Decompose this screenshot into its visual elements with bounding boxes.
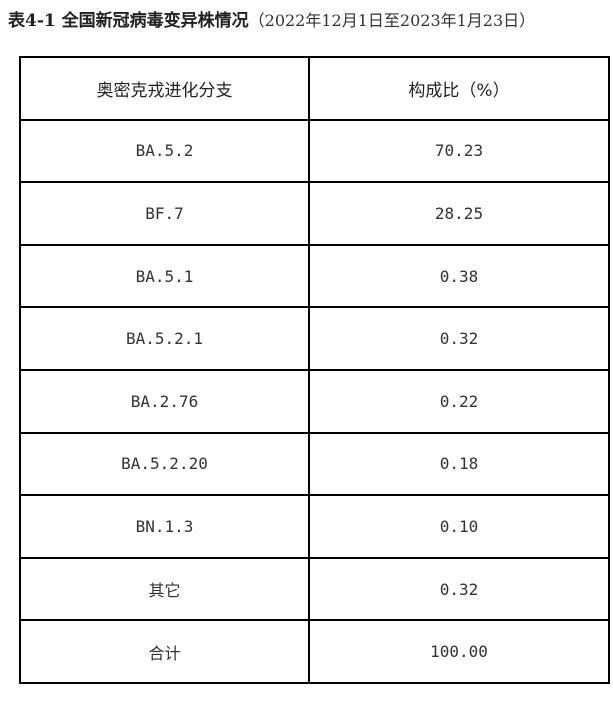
branch-cell: BA.5.2.20	[19, 431, 310, 497]
proportion-cell: 70.23	[308, 118, 610, 184]
branch-cell: BN.1.3	[19, 494, 310, 559]
table-row: BF.7 28.25	[19, 181, 610, 246]
table-row: BA.5.1 0.38	[19, 243, 610, 309]
table-title: 表4-1 全国新冠病毒变异株情况（2022年12月1日至2023年1月23日）	[8, 9, 535, 33]
branch-cell: BA.2.76	[19, 368, 310, 434]
branch-cell: 合计	[19, 619, 310, 684]
table-row: BA.5.2.20 0.18	[19, 431, 610, 497]
proportion-cell: 0.32	[308, 306, 610, 371]
proportion-cell: 100.00	[308, 619, 610, 684]
branch-cell: BF.7	[19, 181, 310, 246]
table-title-main: 表4-1 全国新冠病毒变异株情况	[8, 11, 249, 31]
branch-cell: BA.5.2	[19, 118, 310, 184]
branch-cell: BA.5.2.1	[19, 306, 310, 371]
header-proportion: 构成比（%）	[308, 56, 610, 121]
proportion-cell: 0.38	[308, 243, 610, 309]
table-title-date-range: （2022年12月1日至2023年1月23日）	[248, 11, 536, 30]
table-row: BA.5.2 70.23	[19, 118, 610, 184]
table-row: 合计 100.00	[19, 619, 610, 684]
table-header-row: 奥密克戎进化分支 构成比（%）	[19, 56, 610, 121]
branch-cell: 其它	[19, 556, 310, 622]
table-row: BN.1.3 0.10	[19, 494, 610, 559]
table-row: 其它 0.32	[19, 556, 610, 622]
header-branch: 奥密克戎进化分支	[19, 56, 310, 121]
proportion-cell: 0.22	[308, 368, 610, 434]
proportion-cell: 0.32	[308, 556, 610, 622]
proportion-cell: 0.10	[308, 494, 610, 559]
proportion-cell: 28.25	[308, 181, 610, 246]
branch-cell: BA.5.1	[19, 243, 310, 309]
table-row: BA.2.76 0.22	[19, 368, 610, 434]
table-row: BA.5.2.1 0.32	[19, 306, 610, 371]
proportion-cell: 0.18	[308, 431, 610, 497]
variant-table: 奥密克戎进化分支 构成比（%） BA.5.2 70.23 BF.7 28.25 BA.5…	[19, 56, 610, 684]
